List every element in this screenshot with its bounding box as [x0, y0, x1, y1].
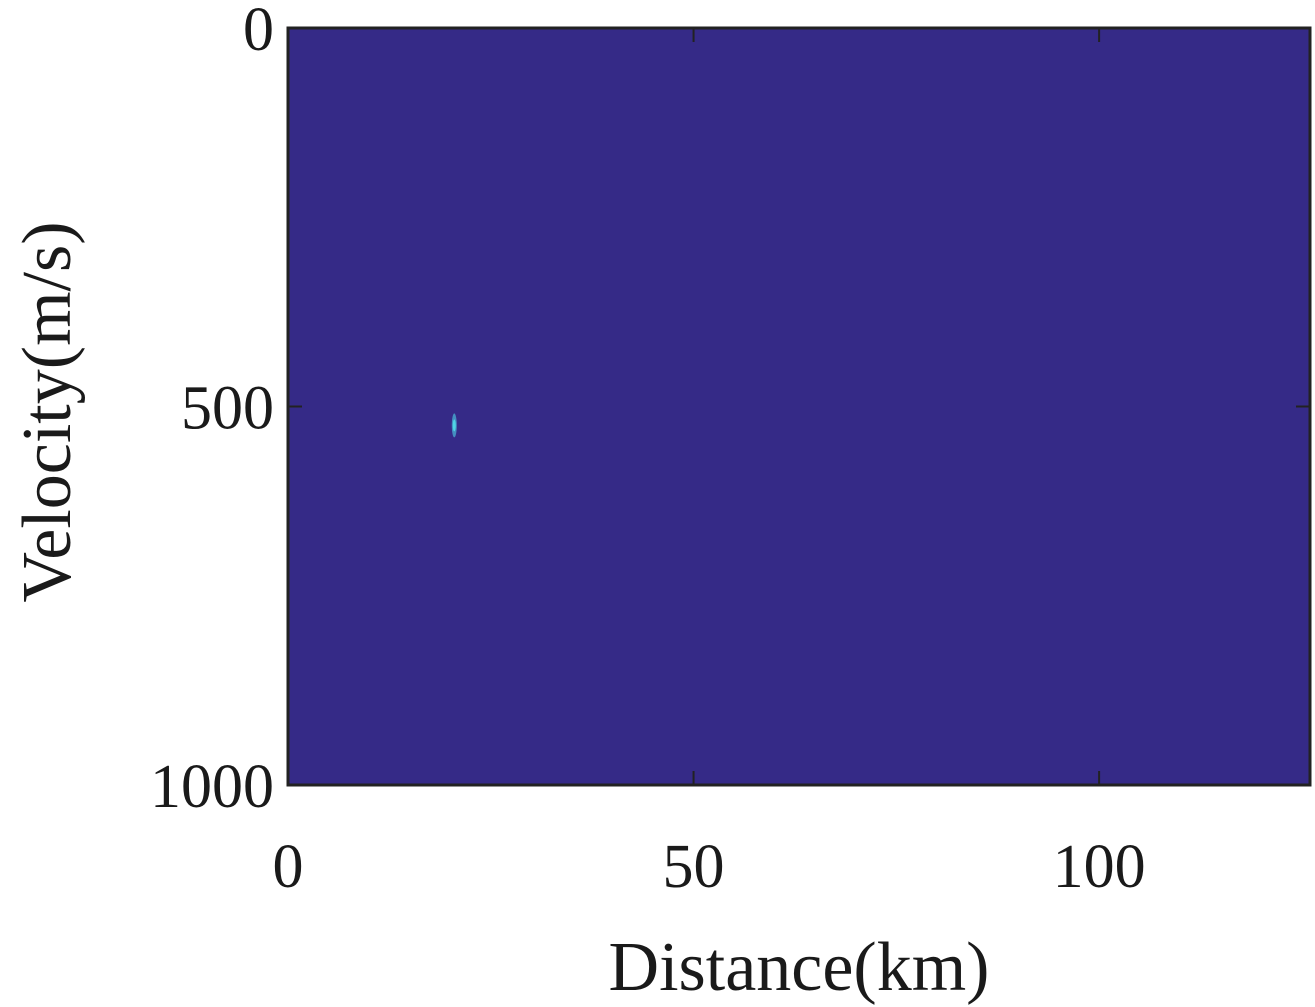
x-axis-label: Distance(km) [609, 929, 990, 1006]
y-tick-label-1: 500 [181, 375, 274, 443]
plot-background [288, 28, 1310, 785]
y-tick-label-2: 1000 [150, 753, 274, 821]
peak-point-0 [452, 419, 456, 432]
x-tick-label-1: 50 [663, 833, 725, 901]
x-tick-label-2: 100 [1053, 833, 1146, 901]
y-axis-label: Velocity(m/s) [9, 221, 86, 602]
y-tick-label-0: 0 [243, 0, 274, 64]
plot-frame [286, 26, 1312, 787]
x-tick-label-0: 0 [273, 833, 304, 901]
peaks-layer [451, 413, 457, 438]
